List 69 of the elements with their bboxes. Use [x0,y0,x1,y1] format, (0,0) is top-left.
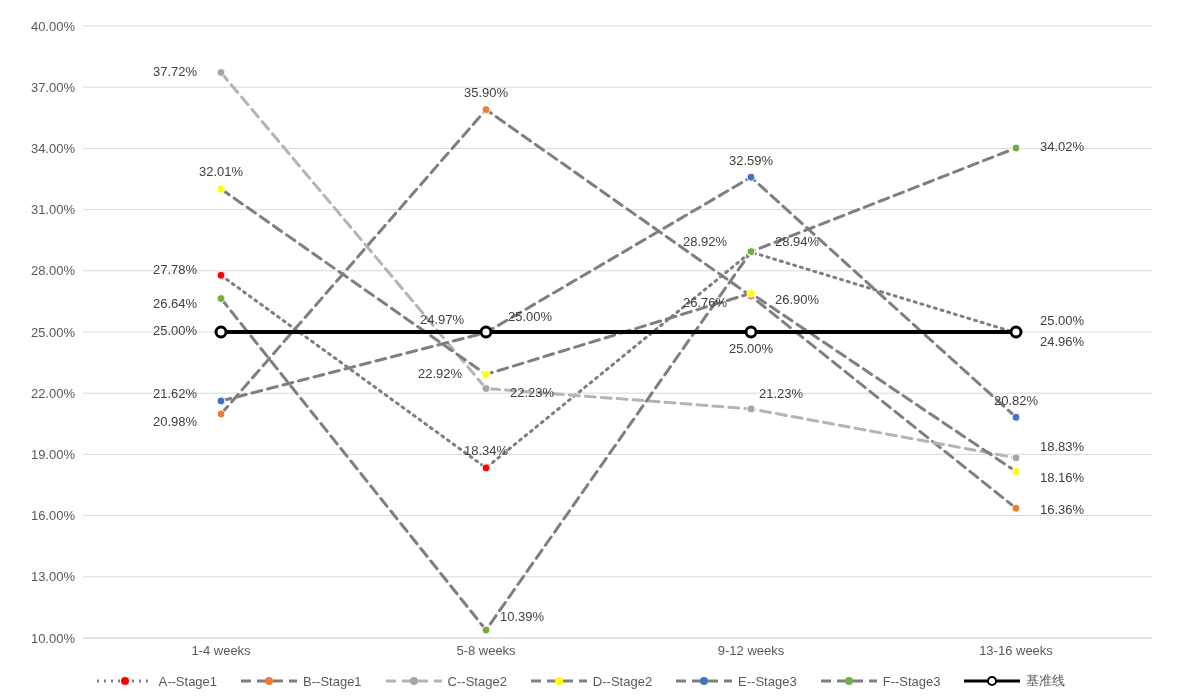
data-label: 35.90% [463,85,509,101]
data-label: 34.02% [1039,139,1085,155]
point [216,396,226,406]
data-label: 32.59% [728,152,774,168]
point [1011,503,1021,513]
data-label: 18.83% [1039,439,1085,455]
data-label: 25.00% [507,309,553,325]
data-label: 27.78% [152,261,198,277]
legend-label: E--Stage3 [737,672,797,690]
y-tick-label: 28.00% [30,263,76,279]
data-label: 20.82% [993,392,1039,408]
legend-label: A--Stage1 [157,672,218,690]
x-tick-label: 9-12 weeks [717,643,785,659]
data-label: 32.01% [198,164,244,180]
data-label: 28.92% [682,234,728,250]
data-label: 18.16% [1039,469,1085,485]
legend-label: C--Stage2 [446,672,507,690]
legend-label: F--Stage3 [881,672,941,690]
point [481,369,491,379]
point [744,325,758,339]
point [216,294,226,304]
data-label: 26.90% [774,291,820,307]
point [216,184,226,194]
y-tick-label: 16.00% [30,508,76,524]
point [481,384,491,394]
point [746,172,756,182]
point [216,270,226,280]
data-label: 25.00% [728,341,774,357]
y-tick-label: 19.00% [30,447,76,463]
point [1011,412,1021,422]
point [1011,143,1021,153]
point [1011,467,1021,477]
data-label: 24.96% [1039,334,1085,350]
legend-label: B--Stage1 [302,672,362,690]
point [214,325,228,339]
point [216,68,226,78]
point [1011,453,1021,463]
y-tick-label: 25.00% [30,324,76,340]
point [746,404,756,414]
legend-label: 基准线 [1025,672,1066,690]
x-tick-label: 1-4 weeks [191,643,252,659]
y-tick-label: 40.00% [30,18,76,34]
point [481,463,491,473]
point [481,105,491,115]
point [216,409,226,419]
data-label: 22.23% [509,384,555,400]
legend-label: D--Stage2 [591,672,653,690]
data-label: 25.00% [1039,313,1085,329]
y-tick-label: 22.00% [30,385,76,401]
y-tick-label: 34.00% [30,141,76,157]
data-label: 26.64% [152,295,198,311]
data-label: 28.94% [774,234,820,250]
y-tick-label: 10.00% [30,630,76,646]
data-label: 21.23% [758,386,804,402]
x-tick-label: 5-8 weeks [456,643,517,659]
x-tick-label: 13-16 weeks [979,643,1054,659]
y-tick-label: 31.00% [30,202,76,218]
y-tick-label: 13.00% [30,569,76,585]
data-label: 25.00% [152,323,198,339]
data-label: 10.39% [499,609,545,625]
data-label: 21.62% [152,386,198,402]
data-label: 20.98% [152,414,198,430]
data-label: 16.36% [1039,501,1085,517]
data-label: 24.97% [419,312,465,328]
data-label: 18.34% [463,443,509,459]
point [481,625,491,635]
data-label: 22.92% [417,365,463,381]
data-label: 37.72% [152,63,198,79]
y-tick-label: 37.00% [30,79,76,95]
